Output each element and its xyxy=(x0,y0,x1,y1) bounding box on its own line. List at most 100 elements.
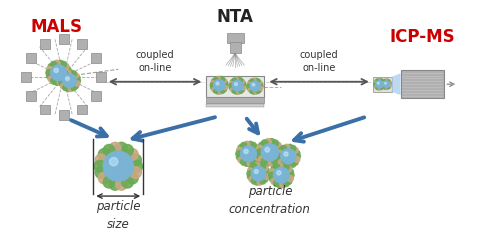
Circle shape xyxy=(122,176,134,188)
Circle shape xyxy=(389,81,392,84)
Circle shape xyxy=(376,87,378,89)
Circle shape xyxy=(110,157,118,166)
Circle shape xyxy=(276,145,283,152)
Circle shape xyxy=(60,83,66,89)
Circle shape xyxy=(122,144,134,156)
Circle shape xyxy=(272,140,278,147)
Circle shape xyxy=(256,149,262,156)
Circle shape xyxy=(62,71,68,76)
Circle shape xyxy=(65,70,71,76)
Circle shape xyxy=(274,142,281,149)
Circle shape xyxy=(278,159,284,165)
Circle shape xyxy=(288,175,294,182)
Circle shape xyxy=(238,78,243,82)
Circle shape xyxy=(387,86,390,89)
Circle shape xyxy=(286,178,292,184)
Bar xyxy=(226,32,244,43)
Circle shape xyxy=(242,86,246,90)
Bar xyxy=(58,110,68,120)
Circle shape xyxy=(244,141,250,147)
Circle shape xyxy=(252,90,256,94)
Circle shape xyxy=(95,167,107,178)
Circle shape xyxy=(388,85,390,88)
Circle shape xyxy=(216,76,220,81)
Circle shape xyxy=(281,145,286,151)
Circle shape xyxy=(75,78,80,83)
Text: NTA: NTA xyxy=(216,8,254,26)
Circle shape xyxy=(264,168,270,173)
Bar xyxy=(26,91,36,101)
Circle shape xyxy=(116,142,128,154)
Circle shape xyxy=(283,181,289,187)
Circle shape xyxy=(254,170,258,173)
Circle shape xyxy=(274,167,289,183)
Circle shape xyxy=(269,175,276,182)
Circle shape xyxy=(240,80,244,84)
Circle shape xyxy=(249,165,254,171)
Circle shape xyxy=(262,144,278,161)
Circle shape xyxy=(276,156,282,162)
Circle shape xyxy=(218,76,222,81)
Text: particle
size: particle size xyxy=(96,201,140,232)
Circle shape xyxy=(274,181,280,187)
Circle shape xyxy=(254,147,260,153)
Circle shape xyxy=(54,68,58,72)
Circle shape xyxy=(74,73,78,78)
Circle shape xyxy=(268,159,275,166)
Circle shape xyxy=(214,77,218,81)
Circle shape xyxy=(62,74,76,88)
Circle shape xyxy=(262,158,268,165)
Circle shape xyxy=(264,159,272,166)
Circle shape xyxy=(253,157,259,163)
Circle shape xyxy=(292,147,298,153)
Circle shape xyxy=(236,147,242,153)
Circle shape xyxy=(256,152,264,159)
Circle shape xyxy=(57,79,64,85)
Circle shape xyxy=(230,88,234,92)
Text: coupled
on-line: coupled on-line xyxy=(300,50,339,73)
Circle shape xyxy=(242,84,246,88)
Circle shape xyxy=(383,80,386,82)
Circle shape xyxy=(216,82,219,85)
Circle shape xyxy=(382,84,384,87)
Circle shape xyxy=(268,139,275,145)
Circle shape xyxy=(384,79,387,81)
Circle shape xyxy=(116,179,128,190)
Circle shape xyxy=(376,79,378,82)
Circle shape xyxy=(386,87,388,89)
Circle shape xyxy=(374,84,376,87)
Circle shape xyxy=(238,157,244,163)
Circle shape xyxy=(212,87,216,92)
Text: particle
concentration: particle concentration xyxy=(229,184,311,215)
Circle shape xyxy=(234,83,238,86)
Circle shape xyxy=(66,70,70,75)
Circle shape xyxy=(258,142,265,149)
Circle shape xyxy=(250,142,256,149)
Circle shape xyxy=(229,84,233,88)
Circle shape xyxy=(252,163,257,169)
Circle shape xyxy=(103,144,115,156)
Circle shape xyxy=(71,85,76,91)
Circle shape xyxy=(274,164,280,170)
Circle shape xyxy=(50,65,66,81)
Circle shape xyxy=(378,79,380,81)
Circle shape xyxy=(258,80,262,84)
Circle shape xyxy=(284,152,288,156)
Circle shape xyxy=(378,87,380,90)
Circle shape xyxy=(374,81,376,84)
Circle shape xyxy=(252,179,257,184)
Circle shape xyxy=(60,78,66,84)
Circle shape xyxy=(259,86,262,90)
Bar xyxy=(58,34,68,44)
Circle shape xyxy=(257,162,263,168)
Circle shape xyxy=(214,80,224,91)
Circle shape xyxy=(276,153,282,159)
Circle shape xyxy=(383,86,386,89)
Circle shape xyxy=(236,77,241,81)
Circle shape xyxy=(68,86,73,92)
Circle shape xyxy=(248,174,253,180)
Bar xyxy=(373,77,392,92)
Circle shape xyxy=(64,73,70,79)
Circle shape xyxy=(95,154,107,166)
Circle shape xyxy=(250,90,254,93)
